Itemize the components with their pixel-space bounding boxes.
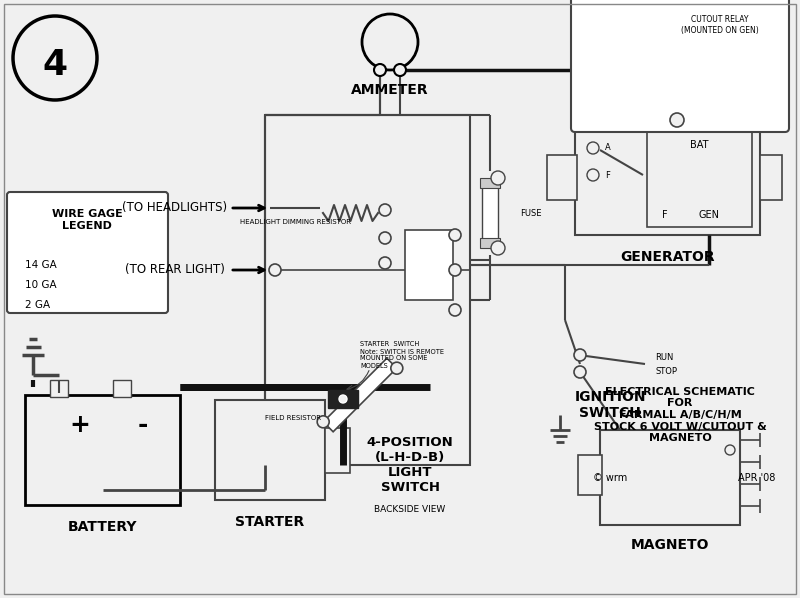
Circle shape xyxy=(587,169,599,181)
Text: AMMETER: AMMETER xyxy=(351,83,429,97)
Circle shape xyxy=(379,257,391,269)
Bar xyxy=(600,430,740,525)
Bar xyxy=(405,230,453,300)
Text: BAT: BAT xyxy=(690,140,709,150)
Circle shape xyxy=(317,416,329,428)
Circle shape xyxy=(574,366,586,378)
Text: WIRE GAGE
LEGEND: WIRE GAGE LEGEND xyxy=(52,209,122,231)
Bar xyxy=(578,455,602,495)
Text: BACKSIDE VIEW: BACKSIDE VIEW xyxy=(374,505,446,514)
Circle shape xyxy=(374,64,386,76)
Text: (TO HEADLIGHTS): (TO HEADLIGHTS) xyxy=(122,202,227,215)
Text: 10 GA: 10 GA xyxy=(25,280,57,290)
Bar xyxy=(325,428,350,473)
Bar xyxy=(25,395,180,505)
Bar xyxy=(215,400,325,500)
Text: MAGNETO: MAGNETO xyxy=(630,538,710,552)
Circle shape xyxy=(394,64,406,76)
Circle shape xyxy=(491,241,505,255)
Bar xyxy=(760,155,782,200)
Circle shape xyxy=(574,349,586,361)
Bar xyxy=(575,120,760,235)
Circle shape xyxy=(13,16,97,100)
Text: IGNITION
SWITCH: IGNITION SWITCH xyxy=(574,390,646,420)
Circle shape xyxy=(587,142,599,154)
Bar xyxy=(265,115,470,465)
Bar xyxy=(547,155,577,200)
Text: F: F xyxy=(605,170,610,179)
Circle shape xyxy=(391,362,403,374)
Text: +: + xyxy=(70,413,90,437)
Text: GENERATOR: GENERATOR xyxy=(620,250,715,264)
Circle shape xyxy=(491,171,505,185)
Circle shape xyxy=(670,113,684,127)
Text: 4: 4 xyxy=(42,48,67,82)
Text: STARTER  SWITCH
Note: SWITCH IS REMOTE
MOUNTED ON SOME
MODELS: STARTER SWITCH Note: SWITCH IS REMOTE MO… xyxy=(360,341,444,368)
Text: BATTERY: BATTERY xyxy=(68,520,138,534)
FancyBboxPatch shape xyxy=(571,0,789,132)
Bar xyxy=(328,390,358,408)
Text: © wrm: © wrm xyxy=(593,473,627,483)
Bar xyxy=(480,178,500,188)
Bar xyxy=(482,183,498,243)
Circle shape xyxy=(449,304,461,316)
Circle shape xyxy=(449,264,461,276)
Text: CUTOUT RELAY
(MOUNTED ON GEN): CUTOUT RELAY (MOUNTED ON GEN) xyxy=(681,16,759,35)
Circle shape xyxy=(269,264,281,276)
Text: APR '08: APR '08 xyxy=(738,473,775,483)
Text: GEN: GEN xyxy=(698,210,719,220)
Polygon shape xyxy=(323,358,397,432)
FancyBboxPatch shape xyxy=(7,192,168,313)
Text: A: A xyxy=(605,144,610,152)
Circle shape xyxy=(449,229,461,241)
Text: F: F xyxy=(662,210,668,220)
Text: 2 GA: 2 GA xyxy=(25,300,50,310)
Text: FUSE: FUSE xyxy=(520,209,542,218)
Text: ELECTRICAL SCHEMATIC
FOR
FARMALL A/B/C/H/M
STOCK 6 VOLT W/CUTOUT &
MAGNETO: ELECTRICAL SCHEMATIC FOR FARMALL A/B/C/H… xyxy=(594,387,766,443)
Bar xyxy=(113,380,131,397)
Text: 14 GA: 14 GA xyxy=(25,260,57,270)
Text: FIELD RESISTOR: FIELD RESISTOR xyxy=(265,415,321,421)
Text: STOP: STOP xyxy=(655,368,677,377)
Text: STARTER: STARTER xyxy=(235,515,305,529)
Bar xyxy=(50,380,68,397)
Circle shape xyxy=(379,204,391,216)
Text: HEADLIGHT DIMMING RESISTOR: HEADLIGHT DIMMING RESISTOR xyxy=(239,219,350,225)
Circle shape xyxy=(362,14,418,70)
Text: -: - xyxy=(138,413,148,437)
Text: RUN: RUN xyxy=(655,353,674,362)
Circle shape xyxy=(339,395,347,403)
Circle shape xyxy=(725,445,735,455)
Text: 4-POSITION
(L-H-D-B)
LIGHT
SWITCH: 4-POSITION (L-H-D-B) LIGHT SWITCH xyxy=(366,436,454,494)
Bar xyxy=(647,128,752,227)
Bar xyxy=(480,238,500,248)
Circle shape xyxy=(379,232,391,244)
Text: (TO REAR LIGHT): (TO REAR LIGHT) xyxy=(125,264,225,276)
